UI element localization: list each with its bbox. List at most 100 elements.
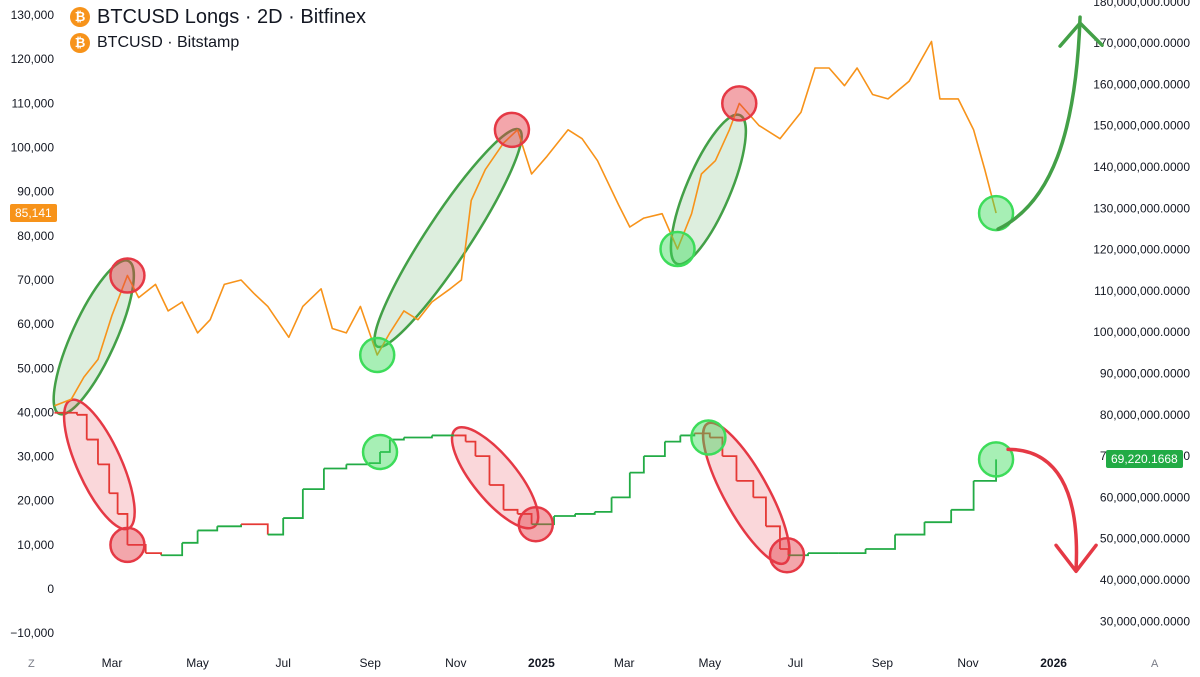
legend-main-series[interactable]: ₿ BTCUSD Longs · 2D · Bitfinex bbox=[70, 4, 366, 30]
longs-series-segment bbox=[86, 438, 99, 465]
right-axis-tick-label: 180,000,000.0000 bbox=[1093, 0, 1190, 9]
left-axis-tick-label: 40,000 bbox=[17, 405, 54, 419]
longs-series-segment bbox=[145, 552, 163, 556]
x-axis-tick-label: Sep bbox=[360, 656, 382, 670]
longs-series-segment bbox=[97, 463, 111, 494]
longs-series-segment bbox=[611, 472, 631, 499]
longs-series-segment bbox=[454, 434, 467, 442]
x-axis-tick-label: Sep bbox=[872, 656, 894, 670]
right-axis-tick-label: 120,000,000.0000 bbox=[1093, 243, 1190, 257]
red-circle-marker bbox=[493, 111, 531, 149]
left-axis-tick-label: 50,000 bbox=[17, 361, 54, 375]
longs-series-segment bbox=[594, 497, 613, 513]
longs-series-segment bbox=[346, 463, 370, 466]
right-axis-tick-label: 170,000,000.0000 bbox=[1093, 36, 1190, 50]
left-axis-tick-label: 20,000 bbox=[17, 494, 54, 508]
right-axis-tick-label: 150,000,000.0000 bbox=[1093, 119, 1190, 133]
x-axis-tick-label: Jul bbox=[788, 656, 803, 670]
x-axis-tick-label: Nov bbox=[445, 656, 466, 670]
x-axis-tick-label: May bbox=[698, 656, 721, 670]
right-axis-tick-label: 50,000,000.0000 bbox=[1100, 532, 1190, 546]
left-axis-tick-label: 130,000 bbox=[11, 8, 55, 22]
green-up-arrow bbox=[996, 15, 1082, 231]
left-axis-tick-label: 90,000 bbox=[17, 185, 54, 199]
longs-series-segment bbox=[629, 456, 645, 474]
longs-series-segment bbox=[403, 435, 433, 439]
longs-series-segment bbox=[838, 549, 867, 555]
longs-series-segment bbox=[117, 513, 129, 545]
right-axis-tick-label: 40,000,000.0000 bbox=[1100, 573, 1190, 587]
longs-series-segment bbox=[722, 455, 738, 481]
longs-series-segment bbox=[197, 526, 219, 532]
longs-series-segment bbox=[779, 548, 790, 556]
left-axis-tick-label: 110,000 bbox=[12, 96, 55, 110]
red-circle-marker bbox=[109, 526, 146, 564]
longs-series-segment bbox=[323, 464, 348, 470]
right-axis-tick-label: 110,000,000.0000 bbox=[1094, 284, 1190, 298]
last-longs-tag: 69,220.1668 bbox=[1106, 450, 1183, 469]
green-arrow-head bbox=[1058, 21, 1104, 48]
left-axis-tick-label: 120,000 bbox=[11, 52, 55, 66]
auto-scale-button[interactable]: A bbox=[1151, 658, 1159, 670]
red-down-arrow bbox=[1006, 447, 1079, 572]
longs-series-segment bbox=[694, 432, 711, 438]
red-circle-marker bbox=[517, 505, 555, 543]
longs-series-segment bbox=[554, 513, 576, 517]
x-axis-tick-label: May bbox=[186, 656, 209, 670]
red-ellipse-marker bbox=[450, 426, 540, 530]
green-circle-marker bbox=[977, 194, 1015, 232]
longs-series-segment bbox=[217, 524, 243, 528]
green-circle-marker bbox=[361, 433, 399, 471]
longs-series-segment bbox=[54, 411, 78, 415]
right-axis-tick-label: 30,000,000.0000 bbox=[1100, 614, 1190, 628]
longs-series-segment bbox=[951, 480, 975, 511]
timezone-button[interactable]: Z bbox=[28, 658, 35, 670]
right-axis-tick-label: 80,000,000.0000 bbox=[1100, 408, 1190, 422]
left-axis-tick-label: 100,000 bbox=[11, 141, 55, 155]
longs-series-segment bbox=[283, 489, 304, 519]
longs-series-segment bbox=[895, 522, 926, 536]
price-series-line bbox=[54, 40, 997, 407]
legend-main-title: BTCUSD Longs · 2D · Bitfinex bbox=[97, 5, 366, 28]
red-circle-marker bbox=[721, 85, 758, 122]
right-axis-tick-label: 100,000,000.0000 bbox=[1093, 325, 1190, 339]
left-axis-tick-label: 30,000 bbox=[17, 450, 54, 464]
green-ellipse-marker bbox=[373, 127, 523, 349]
longs-series-segment bbox=[267, 518, 285, 536]
last-price-tag: 85,141 bbox=[10, 204, 57, 223]
longs-series-segment bbox=[368, 451, 381, 465]
green-circle-marker bbox=[977, 441, 1015, 478]
left-axis-tick-label: 0 bbox=[47, 582, 54, 596]
green-circle-marker bbox=[690, 419, 727, 456]
longs-series-segment bbox=[475, 455, 491, 486]
longs-series-segment bbox=[865, 534, 896, 550]
bitcoin-icon: ₿ bbox=[70, 7, 90, 27]
bitcoin-icon: ₿ bbox=[70, 33, 90, 53]
left-axis-tick-label: 60,000 bbox=[17, 317, 54, 331]
longs-series-segment bbox=[973, 459, 997, 482]
red-circle-marker bbox=[109, 257, 146, 294]
green-circle-marker bbox=[659, 230, 696, 268]
longs-series-segment bbox=[765, 525, 781, 550]
longs-series-segment bbox=[788, 553, 809, 557]
longs-series-segment bbox=[503, 508, 519, 514]
legend-compare-title: BTCUSD · Bitstamp bbox=[97, 34, 240, 51]
right-axis-tick-label: 160,000,000.0000 bbox=[1093, 77, 1190, 91]
left-axis-tick-label: 70,000 bbox=[17, 273, 54, 287]
left-axis-tick-label: 10,000 bbox=[17, 538, 54, 552]
longs-series-segment bbox=[182, 530, 199, 544]
longs-series-segment bbox=[664, 435, 682, 443]
x-axis-tick-label: Mar bbox=[614, 656, 635, 670]
x-axis-tick-label: Jul bbox=[276, 656, 291, 670]
right-axis-tick-label: 130,000,000.0000 bbox=[1093, 201, 1190, 215]
legend-compare-series[interactable]: ₿ BTCUSD · Bitstamp bbox=[70, 30, 366, 56]
x-axis-tick-label: Nov bbox=[957, 656, 978, 670]
red-arrow-head bbox=[1054, 543, 1098, 574]
left-axis-tick-label: −10,000 bbox=[10, 626, 54, 640]
longs-series-segment bbox=[643, 441, 666, 457]
longs-series-segment bbox=[465, 440, 477, 457]
longs-series-segment bbox=[241, 523, 269, 535]
right-axis-tick-label: 90,000,000.0000 bbox=[1100, 367, 1190, 381]
red-circle-marker bbox=[768, 536, 806, 574]
